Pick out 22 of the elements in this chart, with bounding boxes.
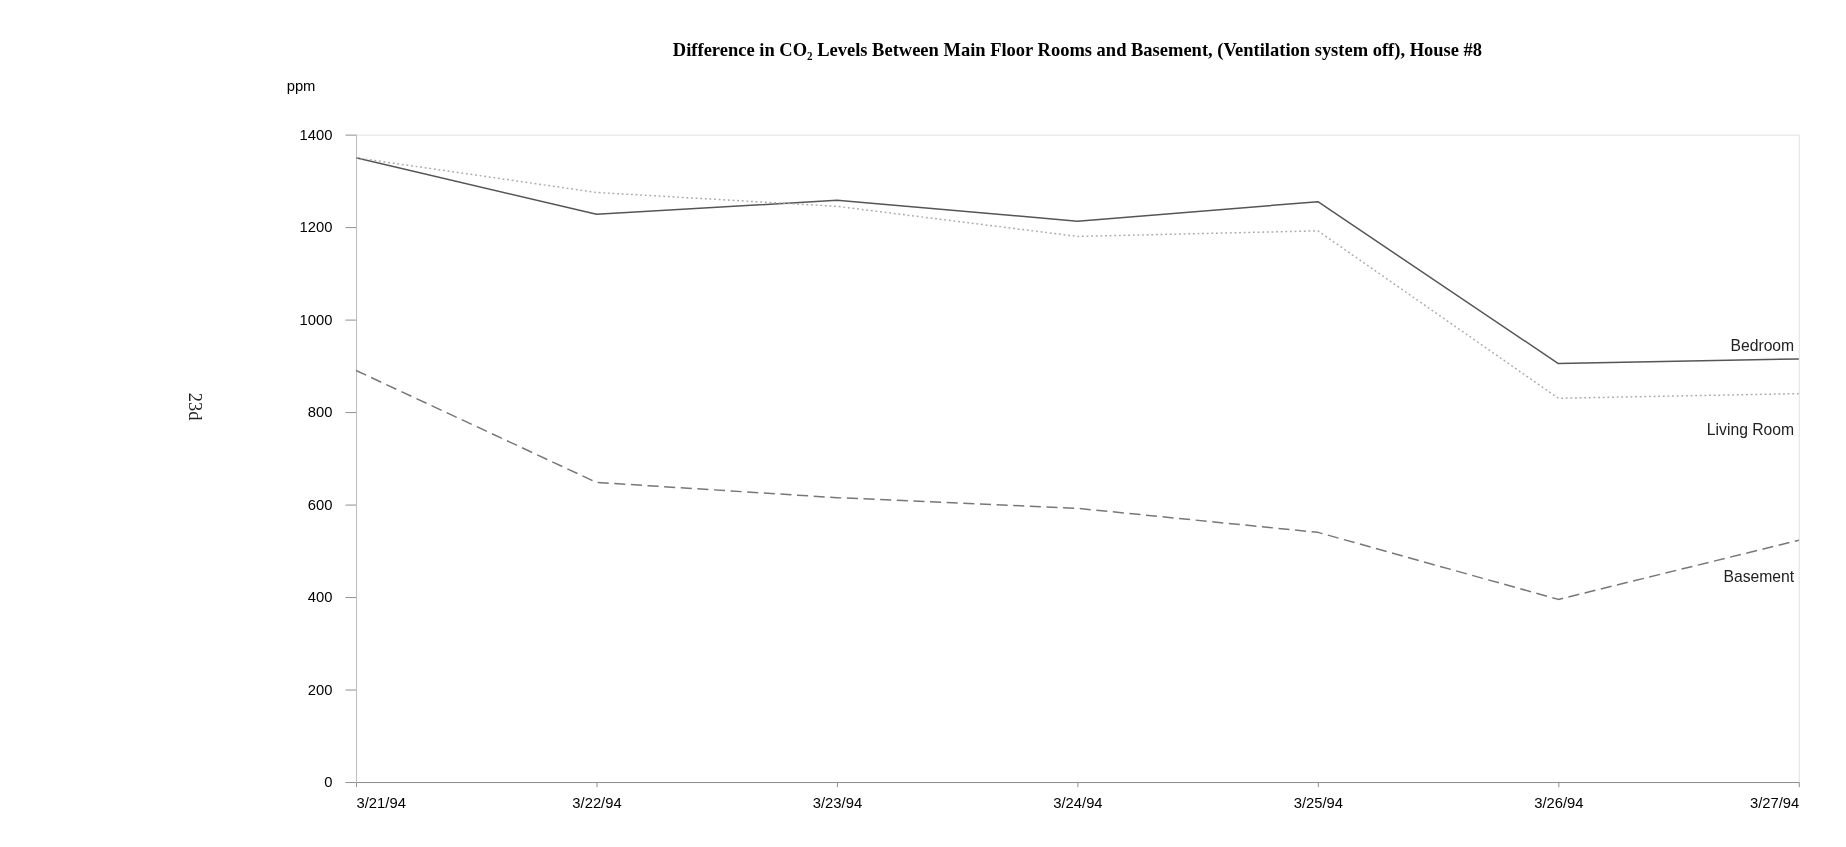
y-tick-label: 200	[307, 681, 333, 698]
line-series	[355, 369, 1800, 601]
y-tick-label: 800	[307, 404, 333, 421]
chart-title: Difference in CO₂ Levels Between Main Floor Rooms and Basement, (Ventilation system off), House #8	[672, 40, 1483, 62]
y-tick-label: 1200	[299, 219, 333, 236]
y-tick-label: 0	[324, 774, 333, 791]
y-tick-label: 600	[307, 496, 333, 513]
x-tick-label: 3/25/94	[1293, 795, 1344, 812]
y-tick-label: 1400	[299, 126, 333, 143]
y-tick-label: 400	[307, 589, 333, 606]
series-label: Basement	[1723, 567, 1795, 585]
y-tick-label: 1000	[299, 311, 333, 328]
series-label: Bedroom	[1730, 336, 1795, 354]
x-tick-label: 3/24/94	[1053, 795, 1103, 812]
x-tick-label: 3/22/94	[572, 795, 622, 812]
text: 23d	[184, 392, 205, 422]
x-tick-label: 3/26/94	[1534, 795, 1584, 812]
x-tick-label: 3/23/94	[812, 795, 863, 812]
x-tick-label: 3/21/94	[356, 795, 406, 812]
y-axis-title: ppm	[286, 77, 316, 94]
x-tick-label: 3/27/94	[1749, 795, 1800, 812]
series-label: Living Room	[1706, 421, 1795, 439]
